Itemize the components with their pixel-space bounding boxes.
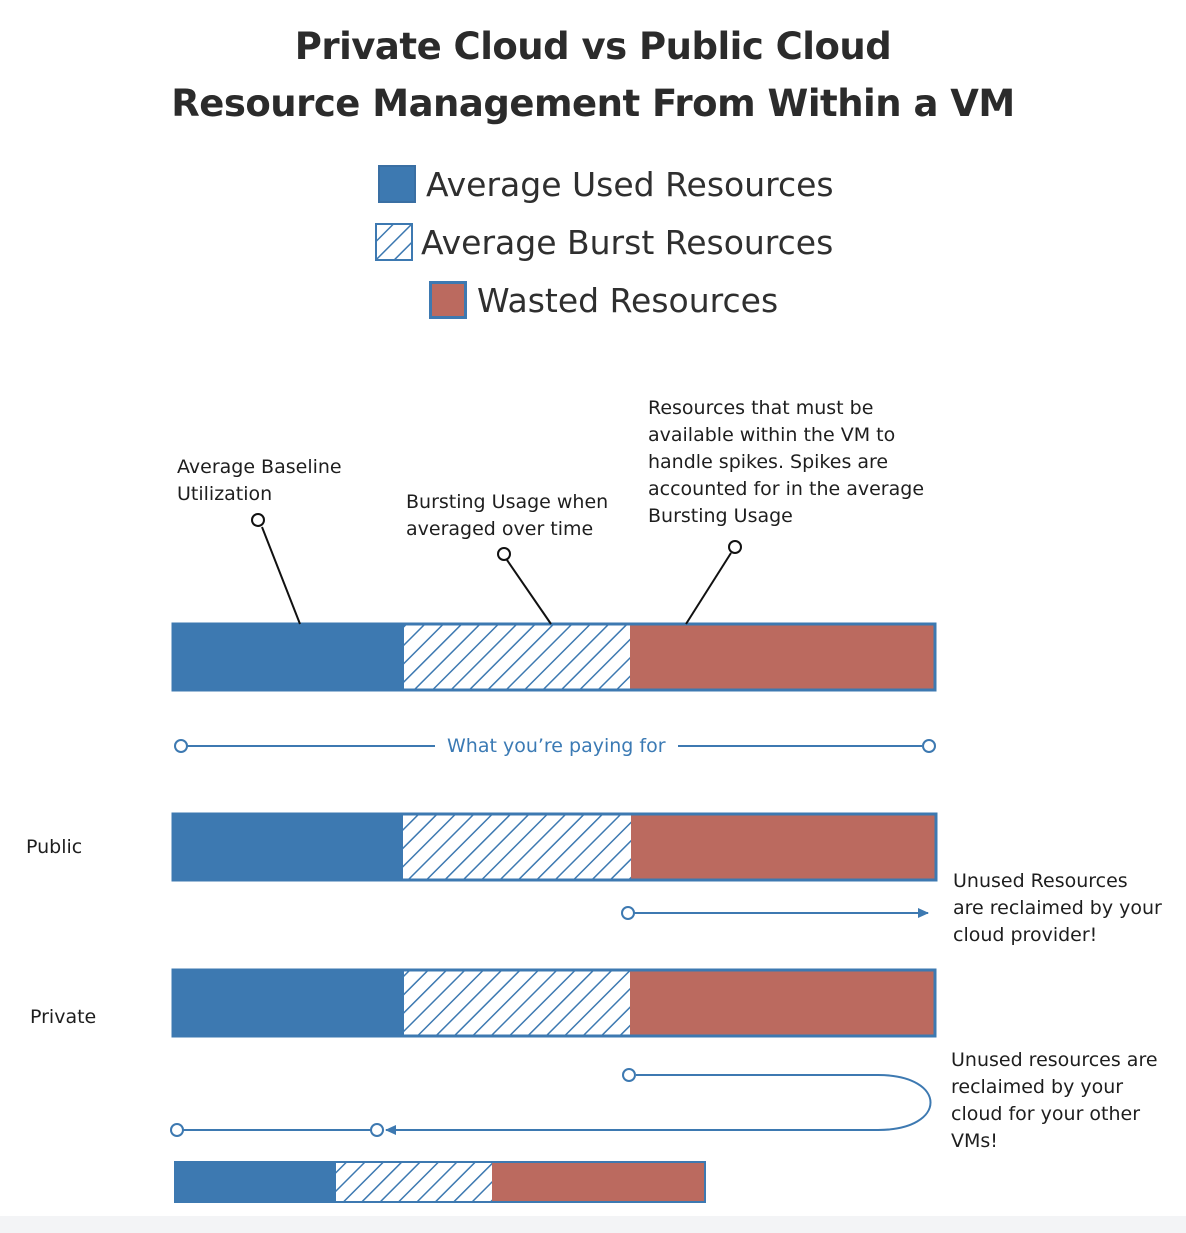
legend-swatch-wasted <box>429 281 467 319</box>
bar-public-burst <box>403 814 631 880</box>
bar-top-burst <box>404 624 630 690</box>
annotation-spikes-line: available within the VM to <box>648 424 896 446</box>
private-reclaim-arrow <box>170 1068 932 1137</box>
callout-spikes <box>685 540 742 625</box>
bar-public <box>171 812 938 882</box>
bar-private-result <box>174 1161 706 1203</box>
diagram-title-line-1: Private Cloud vs Public Cloud <box>294 25 892 68</box>
bar-private-burst <box>404 970 630 1036</box>
note-public-line: cloud provider! <box>953 924 1098 946</box>
bar-private-outline <box>171 968 937 1038</box>
callout-bursting <box>497 547 552 625</box>
annotation-spikes-line: handle spikes. Spikes are <box>648 451 889 473</box>
annotation-baseline: Average Baseline Utilization <box>177 454 342 508</box>
bar-top-used <box>173 624 404 690</box>
bar-top-wasted <box>630 624 935 690</box>
legend-item-wasted: Wasted Resources <box>429 280 778 320</box>
bar-result-used <box>175 1162 336 1202</box>
note-private-line: VMs! <box>951 1130 998 1152</box>
legend-item-burst: Average Burst Resources <box>375 222 833 262</box>
annotation-bursting-line: averaged over time <box>406 518 594 540</box>
bar-result-outline <box>174 1161 706 1203</box>
legend-swatch-burst <box>375 223 413 261</box>
legend-label-wasted: Wasted Resources <box>477 280 779 320</box>
callout-baseline <box>251 513 301 625</box>
note-private-line: cloud for your other <box>951 1103 1141 1125</box>
annotation-spikes: Resources that must be available within … <box>648 395 924 530</box>
bar-top <box>171 622 937 692</box>
row-label-public: Public <box>26 836 83 858</box>
note-private-line: Unused resources are <box>951 1049 1158 1071</box>
note-public-line: are reclaimed by your <box>953 897 1162 919</box>
bar-private-wasted <box>630 970 935 1036</box>
annotation-bursting-line: Bursting Usage when <box>406 491 609 513</box>
annotation-spikes-line: Bursting Usage <box>648 505 793 527</box>
bar-public-outline <box>171 812 938 882</box>
note-private-line: reclaimed by your <box>951 1076 1124 1098</box>
annotation-bursting: Bursting Usage when averaged over time <box>406 489 608 543</box>
note-private-reclaim: Unused resources are reclaimed by your c… <box>951 1047 1158 1155</box>
paying-for-label: What you’re paying for <box>435 735 678 757</box>
note-public-line: Unused Resources <box>953 870 1128 892</box>
legend-label-used: Average Used Resources <box>426 164 834 204</box>
annotation-spikes-line: accounted for in the average <box>648 478 925 500</box>
bar-result-wasted <box>492 1162 705 1202</box>
diagram-title-line-2: Resource Management From Within a VM <box>171 82 1015 125</box>
bar-top-outline <box>171 622 937 692</box>
footer-strip <box>0 1216 1186 1233</box>
legend-item-used: Average Used Resources <box>378 164 834 204</box>
public-reclaim-arrow <box>621 906 929 920</box>
annotation-baseline-line: Average Baseline <box>177 456 342 478</box>
note-public-reclaim: Unused Resources are reclaimed by your c… <box>953 868 1162 949</box>
bar-result-burst <box>336 1162 492 1202</box>
annotation-baseline-line: Utilization <box>177 483 273 505</box>
bar-private <box>171 968 937 1038</box>
legend-swatch-used <box>378 165 416 203</box>
annotation-spikes-line: Resources that must be <box>648 397 874 419</box>
bar-public-used <box>173 814 403 880</box>
bar-public-wasted <box>631 814 936 880</box>
legend-label-burst: Average Burst Resources <box>421 222 834 262</box>
bar-private-used <box>173 970 404 1036</box>
row-label-private: Private <box>30 1006 97 1028</box>
